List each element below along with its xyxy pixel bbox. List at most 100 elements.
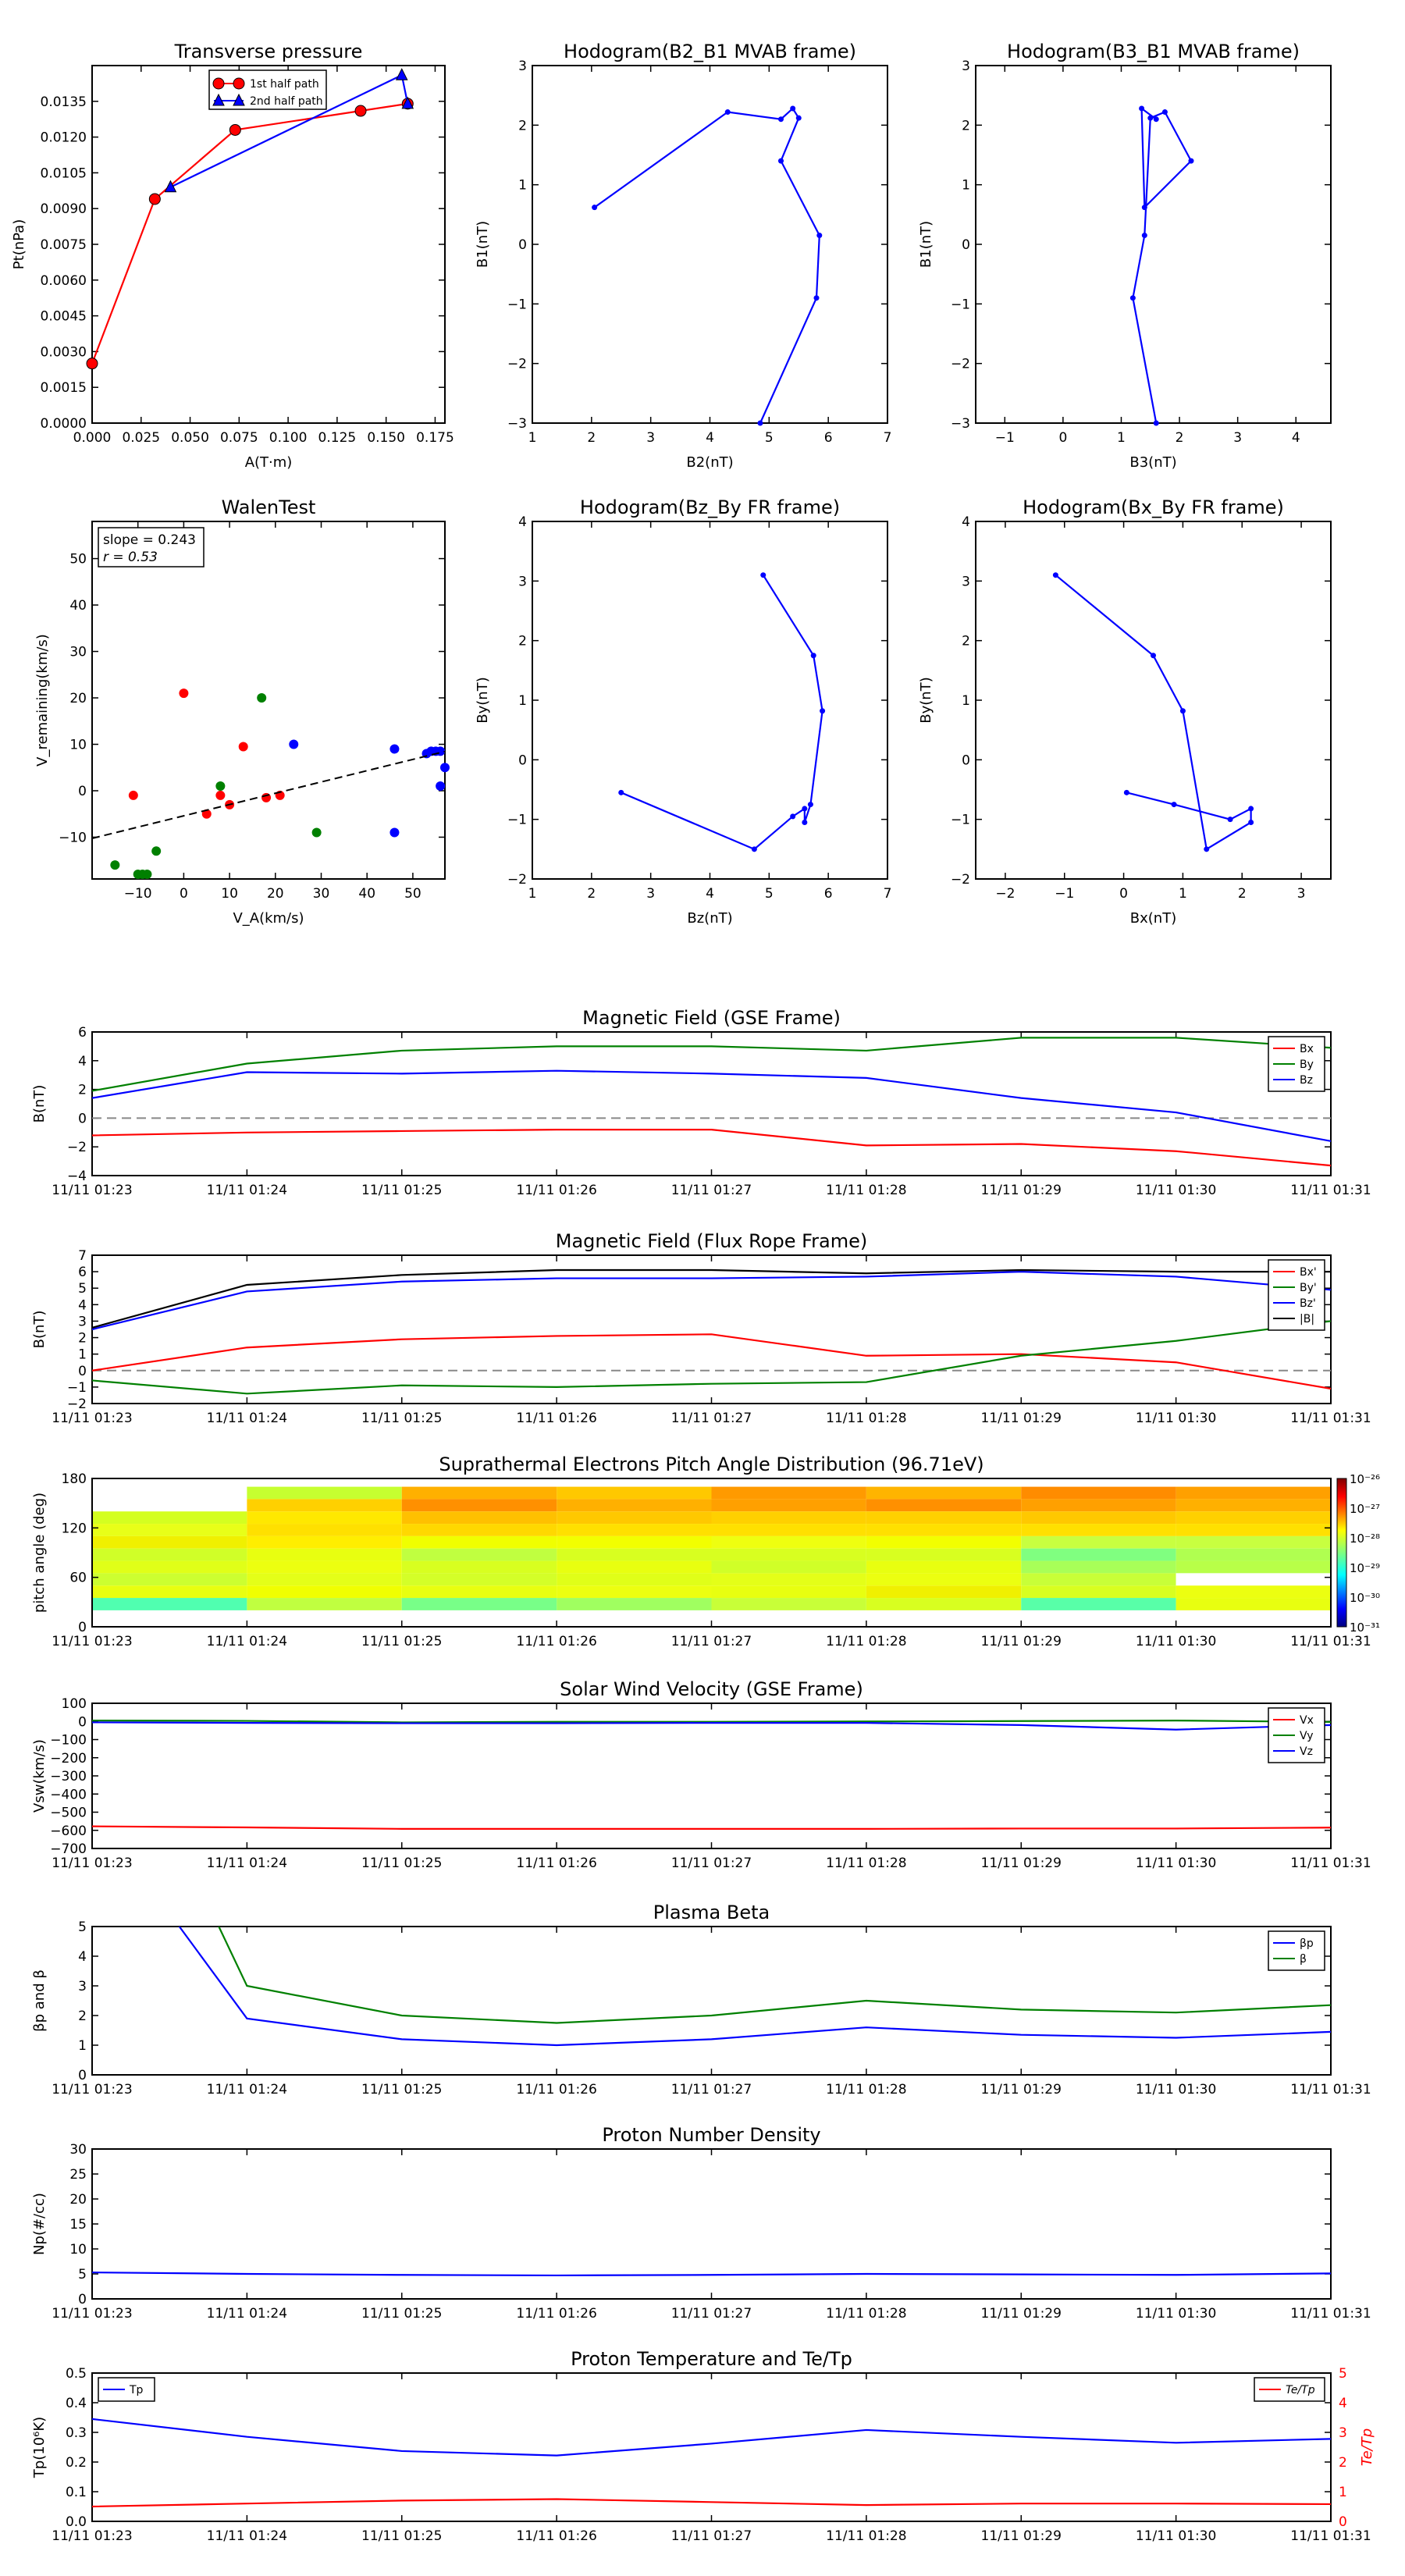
x-tick-label: 3 [1297,886,1306,902]
heatmap-cell [247,1535,402,1549]
x-tick-label: 0.025 [122,430,160,446]
y-tick-label: 1 [518,693,527,709]
x-tick-label: 11/11 01:28 [826,1183,906,1198]
x-tick-label: 11/11 01:23 [52,1411,132,1426]
y-axis-label: Vsw(km/s) [31,1739,48,1813]
x-tick-label: 11/11 01:28 [826,2528,906,2544]
y-tick-label: 25 [69,2167,87,2183]
x-tick-label: 6 [824,430,833,446]
x-tick-label: 40 [358,886,375,902]
y-tick-label: 0.0090 [41,201,87,217]
y-axis-label: βp and β [31,1969,48,2032]
heatmap-cell [557,1573,712,1586]
heatmap-cell [1021,1585,1176,1599]
x-tick-label: 5 [765,430,774,446]
heatmap-cell [711,1499,866,1512]
x-tick-label: 11/11 01:30 [1136,2528,1216,2544]
heatmap-cell [557,1548,712,1561]
x-tick-label: 0.000 [73,430,112,446]
y-tick-label: −2 [507,872,527,888]
heatmap-cell [1176,1535,1331,1549]
y-tick-label: 0.2 [66,2455,87,2471]
series-line [92,2498,1331,2508]
y-tick-label: 7 [78,1248,87,1264]
series-line [92,1719,1331,1724]
y-tick-label: 0.0075 [41,237,87,253]
data-point [289,739,299,749]
x-tick-label: 2 [1238,886,1247,902]
data-point [233,77,245,90]
panel-hodogram_bx_by: Hodogram(Bx_By FR frame) −2 −1 0 1 2 3 −2 −1 0 1 2 3… [918,496,1332,927]
heatmap-cell [1021,1535,1176,1549]
y-tick-label: 120 [62,1521,87,1536]
y-tick-label: 15 [69,2217,87,2233]
heatmap-cell [401,1560,557,1574]
x-tick-label: −1 [1055,886,1074,902]
x-tick-label: 11/11 01:30 [1136,1183,1216,1198]
heatmap-cell [866,1598,1022,1610]
data-point [790,813,796,820]
legend-label: |B| [1300,1313,1314,1325]
x-tick-label: 11/11 01:24 [207,2082,287,2097]
series-line [621,575,823,851]
data-point [436,781,446,792]
y-tick-label: 2 [78,2008,87,2024]
chart-title: Proton Temperature and Te/Tp [571,2348,852,2370]
legend-label: Bx [1300,1043,1314,1055]
x-tick-label: 0 [1058,430,1067,446]
data-point [436,746,446,756]
heatmap-cell [866,1486,1022,1500]
x-tick-label: 11/11 01:29 [981,1183,1062,1198]
y-tick-label: 6 [78,1265,87,1280]
y-axis-label: By(nT) [475,677,491,723]
x-tick-label: 11/11 01:31 [1290,1856,1371,1871]
y2-tick-label: 5 [1339,2366,1347,2382]
data-point [1204,846,1210,852]
x-tick-label: 11/11 01:27 [671,2528,752,2544]
y-tick-label: 0.0105 [41,165,87,181]
legend-label: 1st half path [250,78,319,91]
data-point [751,846,757,852]
data-point [1151,653,1156,659]
y-tick-label: −1 [67,1380,87,1396]
x-tick-label: 0.175 [416,430,454,446]
x-axis-label: Bx(nT) [1130,910,1176,927]
series-line [1132,106,1193,424]
plot-frame [975,65,1332,424]
legend-label: By' [1300,1282,1317,1294]
data-point [1129,295,1136,301]
y-tick-label: −10 [59,830,87,845]
heatmap-cell [1021,1524,1176,1536]
chart-title: Plasma Beta [653,1902,770,1923]
x-tick-label: 10 [221,886,238,902]
y-tick-label: −1 [951,297,970,312]
data-point [1248,819,1254,825]
legend-label: Vy [1300,1730,1314,1742]
x-tick-label: 11/11 01:27 [671,2306,752,2322]
data-point [592,205,598,211]
heatmap-cell [557,1478,712,1487]
heatmap-cell [557,1486,712,1500]
x-tick-label: 11/11 01:28 [826,2306,906,2322]
heatmap-cell [247,1598,402,1610]
legend: Tp [98,2377,155,2402]
colorbar-tick-label: 10⁻³¹ [1350,1621,1380,1635]
y-tick-label: −2 [951,872,970,888]
y-tick-label: 20 [69,2192,87,2208]
heatmap-cell [866,1573,1022,1586]
heatmap-cell [92,1560,247,1574]
panel-walen_test: WalenTest −10 0 10 20 30 40 50 −10 0 10 20 30 40 50 V_A… [34,496,450,927]
y-tick-label: 1 [78,2038,87,2054]
y-tick-label: 0.0045 [41,309,87,325]
x-axis-label: A(T·m) [245,454,293,471]
series-line [218,1927,1331,2024]
panel-proton_density: Proton Number Density 11/11 01:23 11/11 01… [31,2124,1371,2322]
colorbar-tick-label: 10⁻²⁶ [1350,1472,1380,1486]
colorbar-tick-label: 10⁻³⁰ [1350,1591,1380,1605]
series-line [92,1271,1331,1331]
y-tick-label: 0 [78,1620,87,1635]
legend: Te/Tp [1254,2377,1325,2402]
x-tick-label: 1 [528,430,537,446]
data-point [820,708,826,714]
